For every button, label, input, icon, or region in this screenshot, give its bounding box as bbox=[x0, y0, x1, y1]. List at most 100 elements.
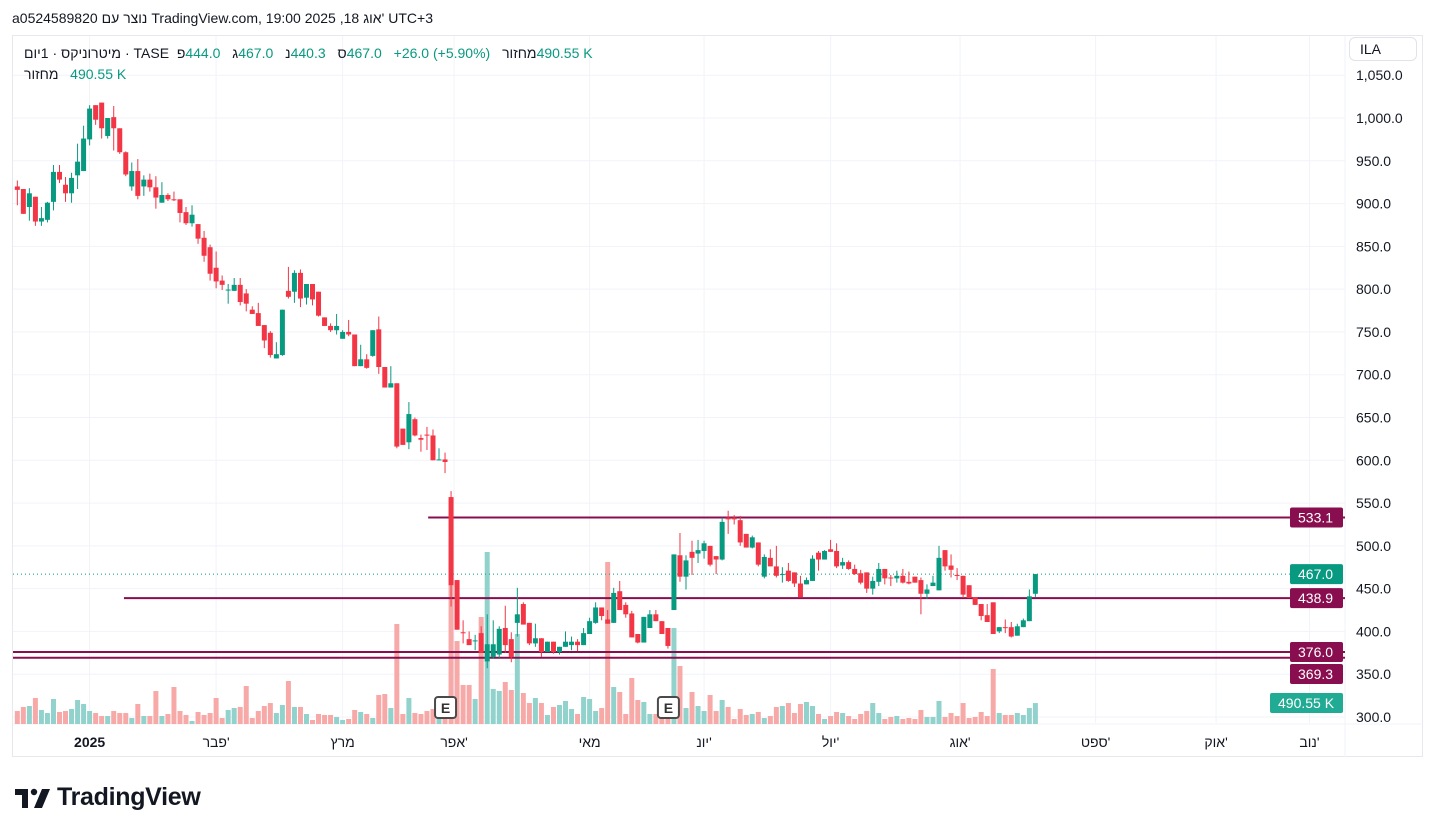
candle-up bbox=[129, 162, 135, 191]
candle-body bbox=[358, 359, 364, 367]
volume-bar bbox=[32, 698, 38, 724]
volume-bar bbox=[249, 718, 255, 724]
candle-down bbox=[310, 284, 316, 306]
tradingview-logo[interactable]: TradingView bbox=[15, 783, 201, 812]
volume-bar bbox=[508, 689, 514, 724]
level-price-tag-background bbox=[1290, 663, 1343, 684]
candle-up bbox=[279, 309, 285, 356]
candle-body bbox=[653, 614, 659, 622]
candle-body bbox=[984, 615, 990, 623]
volume-bar bbox=[984, 716, 990, 724]
candle-up bbox=[803, 577, 809, 585]
volume-bar bbox=[460, 684, 466, 724]
candle-up bbox=[671, 554, 677, 611]
candle-body bbox=[135, 171, 141, 196]
candle-down bbox=[478, 626, 484, 653]
close-value: 467.0 bbox=[346, 45, 382, 61]
volume-bar bbox=[671, 628, 677, 724]
candle-up bbox=[587, 617, 593, 634]
candle-down bbox=[93, 105, 99, 125]
candle-down bbox=[442, 452, 448, 474]
volume-bar bbox=[496, 691, 502, 724]
candle-body bbox=[701, 543, 707, 551]
volume-bar bbox=[322, 714, 328, 724]
volume-bar bbox=[731, 719, 737, 724]
candle-down bbox=[418, 434, 424, 452]
volume-bar bbox=[219, 718, 225, 724]
candle-up bbox=[593, 602, 599, 624]
currency-button[interactable]: ILA bbox=[1349, 37, 1417, 61]
candle-down bbox=[123, 151, 129, 177]
candle-down bbox=[665, 627, 671, 649]
candle-body bbox=[436, 459, 442, 461]
candle-down bbox=[460, 620, 466, 644]
candle-body bbox=[490, 644, 496, 658]
close-label: ס bbox=[337, 45, 347, 61]
candle-body bbox=[906, 581, 912, 584]
candle-body bbox=[641, 616, 647, 643]
volume-value: 490.55 K bbox=[536, 45, 593, 61]
candle-body bbox=[822, 550, 828, 560]
candle-up bbox=[406, 402, 412, 450]
volume-bar bbox=[358, 711, 364, 724]
candle-down bbox=[394, 383, 400, 449]
volume-bar bbox=[1002, 714, 1008, 724]
last-price-tag-text: 467.0 bbox=[1298, 566, 1333, 582]
candle-body bbox=[695, 550, 701, 554]
volume-bar bbox=[948, 713, 954, 724]
volume-bar bbox=[14, 711, 20, 724]
candle-up bbox=[641, 616, 647, 643]
candle-up bbox=[490, 620, 496, 659]
last-volume-tag: 490.55 K bbox=[1270, 693, 1343, 714]
candle-down bbox=[261, 325, 267, 349]
candle-down bbox=[550, 641, 556, 654]
candle-body bbox=[267, 332, 273, 356]
candle-up bbox=[996, 627, 1002, 634]
candle-down bbox=[785, 562, 791, 582]
volume-bar bbox=[773, 706, 779, 724]
candle-body bbox=[50, 171, 56, 202]
candle-down bbox=[858, 569, 864, 585]
candle-down bbox=[382, 367, 388, 388]
candle-up bbox=[930, 575, 936, 587]
level-price-tag-background bbox=[1290, 588, 1343, 609]
candle-up bbox=[1032, 574, 1038, 597]
candle-body bbox=[93, 105, 99, 120]
candle-body bbox=[448, 497, 454, 586]
volume-bar bbox=[99, 716, 105, 724]
candle-down bbox=[978, 604, 984, 621]
candle-body bbox=[677, 555, 683, 577]
candle-down bbox=[828, 539, 834, 552]
price-tick-label: 350.0 bbox=[1356, 666, 1391, 682]
candle-body bbox=[460, 632, 466, 634]
candle-body bbox=[303, 284, 309, 298]
candle-body bbox=[340, 331, 346, 339]
candle-body bbox=[478, 633, 484, 653]
candle-down bbox=[846, 560, 852, 570]
level-price-tag-background bbox=[1290, 641, 1343, 662]
candle-body bbox=[412, 419, 418, 436]
candle-body bbox=[406, 414, 412, 443]
volume-bar bbox=[737, 709, 743, 724]
low-value: 440.3 bbox=[290, 45, 326, 61]
candle-body bbox=[996, 627, 1002, 632]
header-created-with: נוצר עם bbox=[101, 10, 148, 26]
candle-down bbox=[900, 568, 906, 584]
candle-body bbox=[870, 580, 876, 589]
earnings-marker-badge bbox=[434, 696, 458, 719]
time-tick-label: נוב' bbox=[1299, 734, 1319, 750]
candle-body bbox=[472, 640, 478, 642]
brand-name: TradingView bbox=[57, 783, 201, 811]
candle-body bbox=[225, 289, 231, 291]
candle-body bbox=[683, 560, 689, 577]
volume-bar bbox=[743, 714, 749, 724]
volume-bar bbox=[749, 714, 755, 724]
horizontal-levels bbox=[13, 516, 1345, 659]
candle-up bbox=[569, 636, 575, 651]
time-tick-label: אוק' bbox=[1204, 734, 1227, 750]
candle-body bbox=[388, 383, 394, 388]
volume-bar bbox=[719, 699, 725, 724]
candle-body bbox=[261, 325, 267, 341]
candle-up bbox=[840, 557, 846, 569]
